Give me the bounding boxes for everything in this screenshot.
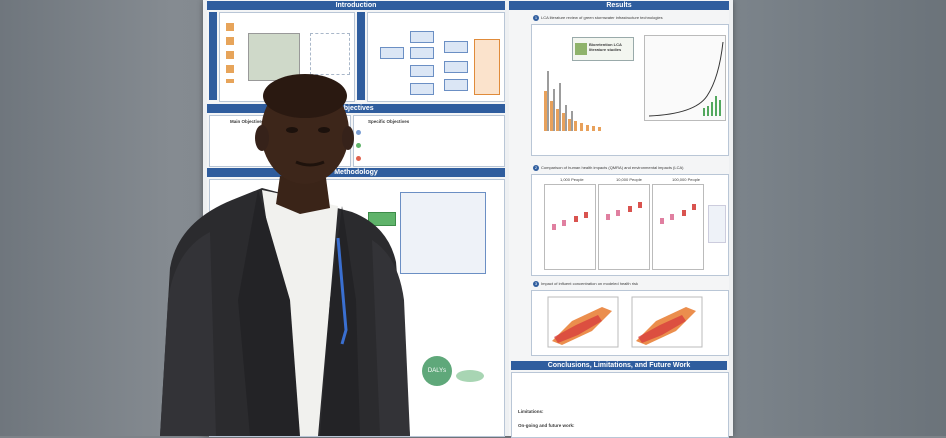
growth-curve <box>648 41 724 117</box>
methods-flowchart <box>400 192 486 274</box>
intro-side-tab-2 <box>357 12 365 100</box>
flow-node <box>444 79 468 91</box>
boxplot-panel-3 <box>652 184 704 270</box>
lca-bar-chart <box>544 71 601 131</box>
lca-thumbnail <box>575 43 587 55</box>
result-1-title: LCA literature review of green stormwate… <box>541 15 663 20</box>
objective-bullet <box>356 156 361 161</box>
intro-box-2 <box>367 12 505 102</box>
flow-node <box>410 83 434 95</box>
outcome-ellipse <box>456 370 484 382</box>
limitations-label: Limitations: <box>518 409 544 414</box>
white-shirt <box>262 190 338 436</box>
wall-panel-right <box>730 0 946 436</box>
objectives-header: Objectives <box>207 104 505 113</box>
lca-review-figure: Bioretention LCA literature studies <box>531 24 729 156</box>
flow-node <box>410 65 434 77</box>
flow-node <box>444 41 468 53</box>
ongoing-label: On-going and future work: <box>518 423 575 428</box>
scatter-plots <box>547 296 703 348</box>
icon-stack <box>226 23 234 83</box>
boxplot-panel-1 <box>544 184 596 270</box>
introduction-header: Introduction <box>207 1 505 10</box>
objective-bullet <box>356 130 361 135</box>
result-2-title: Comparison of human health impacts (QMRA… <box>541 165 684 170</box>
objective-bullet <box>356 143 361 148</box>
dalys-circle: DALYs <box>422 356 452 386</box>
panel-title-1: 1,000 People <box>560 177 584 182</box>
poster-right-column: Results 1 LCA literature review of green… <box>509 0 729 438</box>
conclusions-box: Limitations: On-going and future work: <box>511 372 729 438</box>
result-number-1: 1 <box>533 15 539 21</box>
person-icon-box <box>310 33 350 75</box>
conclusions-header: Conclusions, Limitations, and Future Wor… <box>511 361 727 370</box>
flow-node-orange <box>474 39 500 95</box>
lca-box-label: Bioretention LCA literature studies <box>589 42 622 52</box>
lca-inset: Bioretention LCA literature studies <box>572 37 634 61</box>
influent-figure <box>531 290 729 356</box>
panel-title-2: 10,000 People <box>616 177 642 182</box>
specific-objectives-box: Specific Objectives <box>353 115 505 167</box>
main-objective-label: Main Objective <box>230 119 262 124</box>
results-header: Results <box>509 1 729 10</box>
boxplot-legend <box>708 205 726 243</box>
result-number-3: 3 <box>533 281 539 287</box>
flow-node <box>380 47 404 59</box>
flow-node <box>410 47 434 59</box>
growth-chart <box>644 35 726 121</box>
qmra-node <box>368 212 396 226</box>
intro-side-tab <box>209 12 217 100</box>
lanyard <box>336 237 348 345</box>
health-impacts-figure: 1,000 People 10,000 People 100,000 Peopl… <box>531 174 729 276</box>
methodology-header: Methodology <box>207 168 505 177</box>
panel-title-3: 100,000 People <box>672 177 701 182</box>
result-3-title: Impact of influent concentration on mode… <box>541 281 638 286</box>
specific-objectives-label: Specific Objectives <box>368 119 410 124</box>
bioretention-diagram <box>248 33 300 81</box>
result-number-2: 2 <box>533 165 539 171</box>
flow-node <box>410 31 434 43</box>
flow-node <box>444 61 468 73</box>
boxplot-marks <box>552 202 696 230</box>
boxplot-panel-2 <box>598 184 650 270</box>
